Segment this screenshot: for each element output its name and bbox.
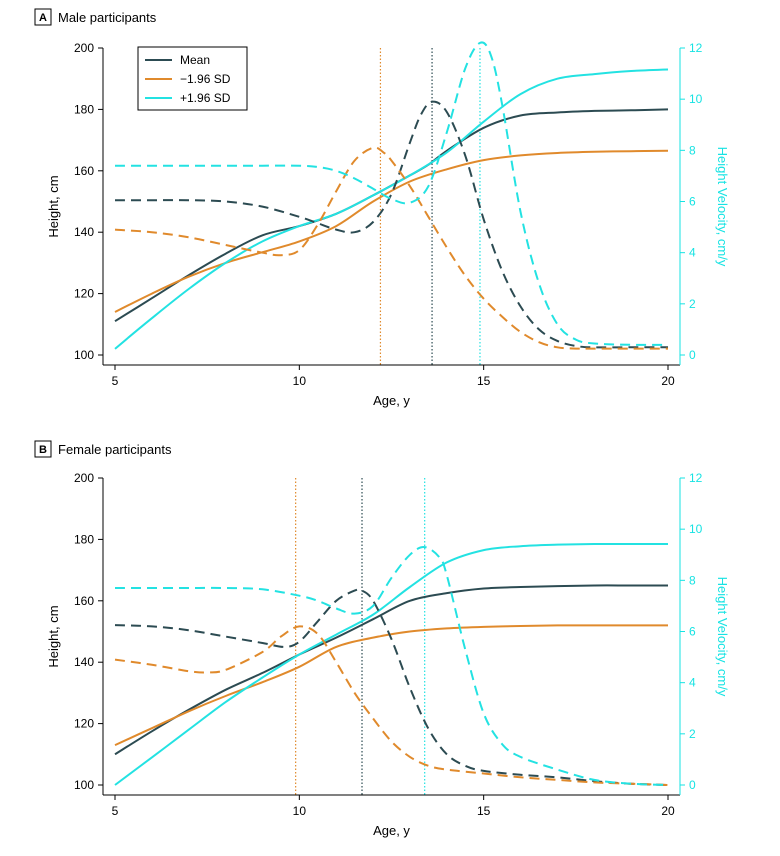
y-tick-label: 100 — [74, 778, 94, 792]
panel-label-box — [34, 440, 52, 458]
y2-tick-label: 10 — [689, 92, 703, 106]
y-tick-label: 140 — [74, 225, 94, 239]
series-velocity-plus — [114, 546, 669, 786]
y-tick-label: 200 — [74, 471, 94, 485]
series-velocity-mean — [114, 588, 669, 786]
legend: Mean −1.96 SD +1.96 SD — [137, 46, 248, 111]
x-axis-label: Age, y — [373, 393, 410, 408]
y2-tick-label: 12 — [689, 471, 703, 485]
x-tick-label: 15 — [477, 374, 491, 388]
y2-tick-label: 6 — [689, 625, 696, 639]
series-velocity-plus — [115, 41, 669, 346]
y-tick-label: 200 — [74, 41, 94, 55]
y2-tick-label: 10 — [689, 522, 703, 536]
y-tick-label: 180 — [74, 102, 94, 116]
y-axis-label: Height, cm — [46, 175, 61, 237]
y-axis-label: Height, cm — [46, 605, 61, 667]
y2-tick-label: 12 — [689, 41, 703, 55]
panel-label: A — [39, 12, 47, 24]
x-axis-label: Age, y — [373, 823, 410, 838]
legend-label-mean: Mean — [180, 53, 210, 67]
x-tick-label: 15 — [477, 804, 491, 818]
y2-axis-label: Height Velocity, cm/y — [715, 147, 730, 267]
series-height-plus — [114, 542, 668, 786]
series-height-minus — [114, 149, 669, 313]
y2-tick-label: 6 — [689, 195, 696, 209]
y-tick-label: 160 — [74, 164, 94, 178]
y2-tick-label: 4 — [689, 246, 696, 260]
legend-label-minus: −1.96 SD — [180, 72, 231, 86]
y2-tick-label: 8 — [689, 573, 696, 587]
panel-title: Male participants — [58, 10, 157, 25]
y-tick-label: 160 — [74, 594, 94, 608]
series-velocity-mean — [115, 100, 668, 349]
y-tick-label: 120 — [74, 717, 94, 731]
y2-tick-label: 0 — [689, 348, 696, 362]
x-tick-label: 5 — [112, 374, 119, 388]
panel-label: B — [39, 444, 47, 456]
x-tick-label: 10 — [293, 804, 307, 818]
y2-tick-label: 2 — [689, 297, 696, 311]
series-height-mean — [114, 108, 669, 323]
y2-tick-label: 4 — [689, 676, 696, 690]
x-tick-label: 20 — [661, 804, 675, 818]
x-tick-label: 10 — [293, 374, 307, 388]
x-tick-label: 5 — [112, 804, 119, 818]
y-tick-label: 180 — [74, 532, 94, 546]
series-height-mean — [114, 584, 668, 756]
legend-label-plus: +1.96 SD — [180, 91, 231, 105]
panel-label-box — [34, 8, 52, 26]
series-height-minus — [114, 624, 668, 747]
y-tick-label: 100 — [74, 348, 94, 362]
y2-tick-label: 0 — [689, 778, 696, 792]
y-tick-label: 120 — [74, 287, 94, 301]
series-velocity-minus — [114, 146, 668, 350]
y2-tick-label: 2 — [689, 727, 696, 741]
y2-axis-label: Height Velocity, cm/y — [715, 577, 730, 697]
series-velocity-minus — [114, 625, 669, 786]
x-tick-label: 20 — [661, 374, 675, 388]
panel-title: Female participants — [58, 442, 172, 457]
series-height-plus — [114, 68, 669, 350]
y-tick-label: 140 — [74, 655, 94, 669]
y2-tick-label: 8 — [689, 143, 696, 157]
